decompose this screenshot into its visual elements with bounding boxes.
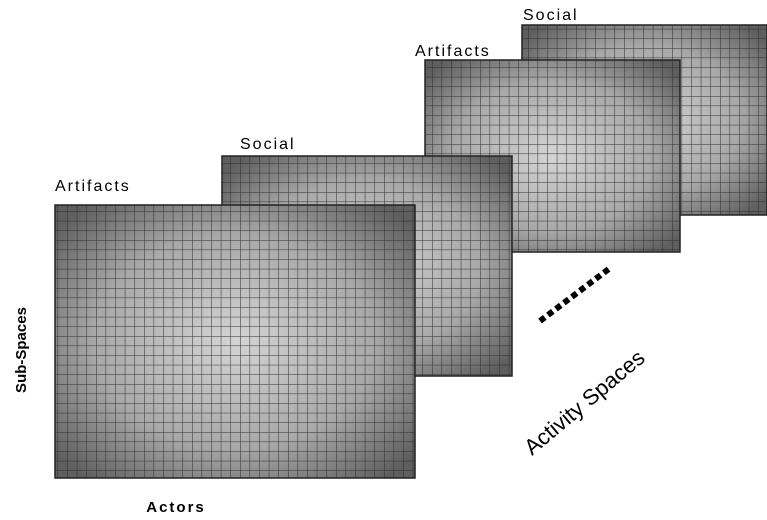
plane-label: Social: [523, 7, 579, 24]
plane-label: Artifacts: [55, 178, 131, 195]
horizontal-axis-label: Actors: [146, 499, 206, 516]
plane-front: [54, 204, 416, 479]
plane-label: Social: [240, 136, 296, 153]
vertical-axis-label: Sub-Spaces: [13, 307, 30, 393]
depth-label: Activity Spaces: [519, 345, 649, 460]
plane-second: [424, 59, 681, 253]
plane-label: Artifacts: [415, 43, 491, 60]
depth-dots: [538, 265, 612, 324]
